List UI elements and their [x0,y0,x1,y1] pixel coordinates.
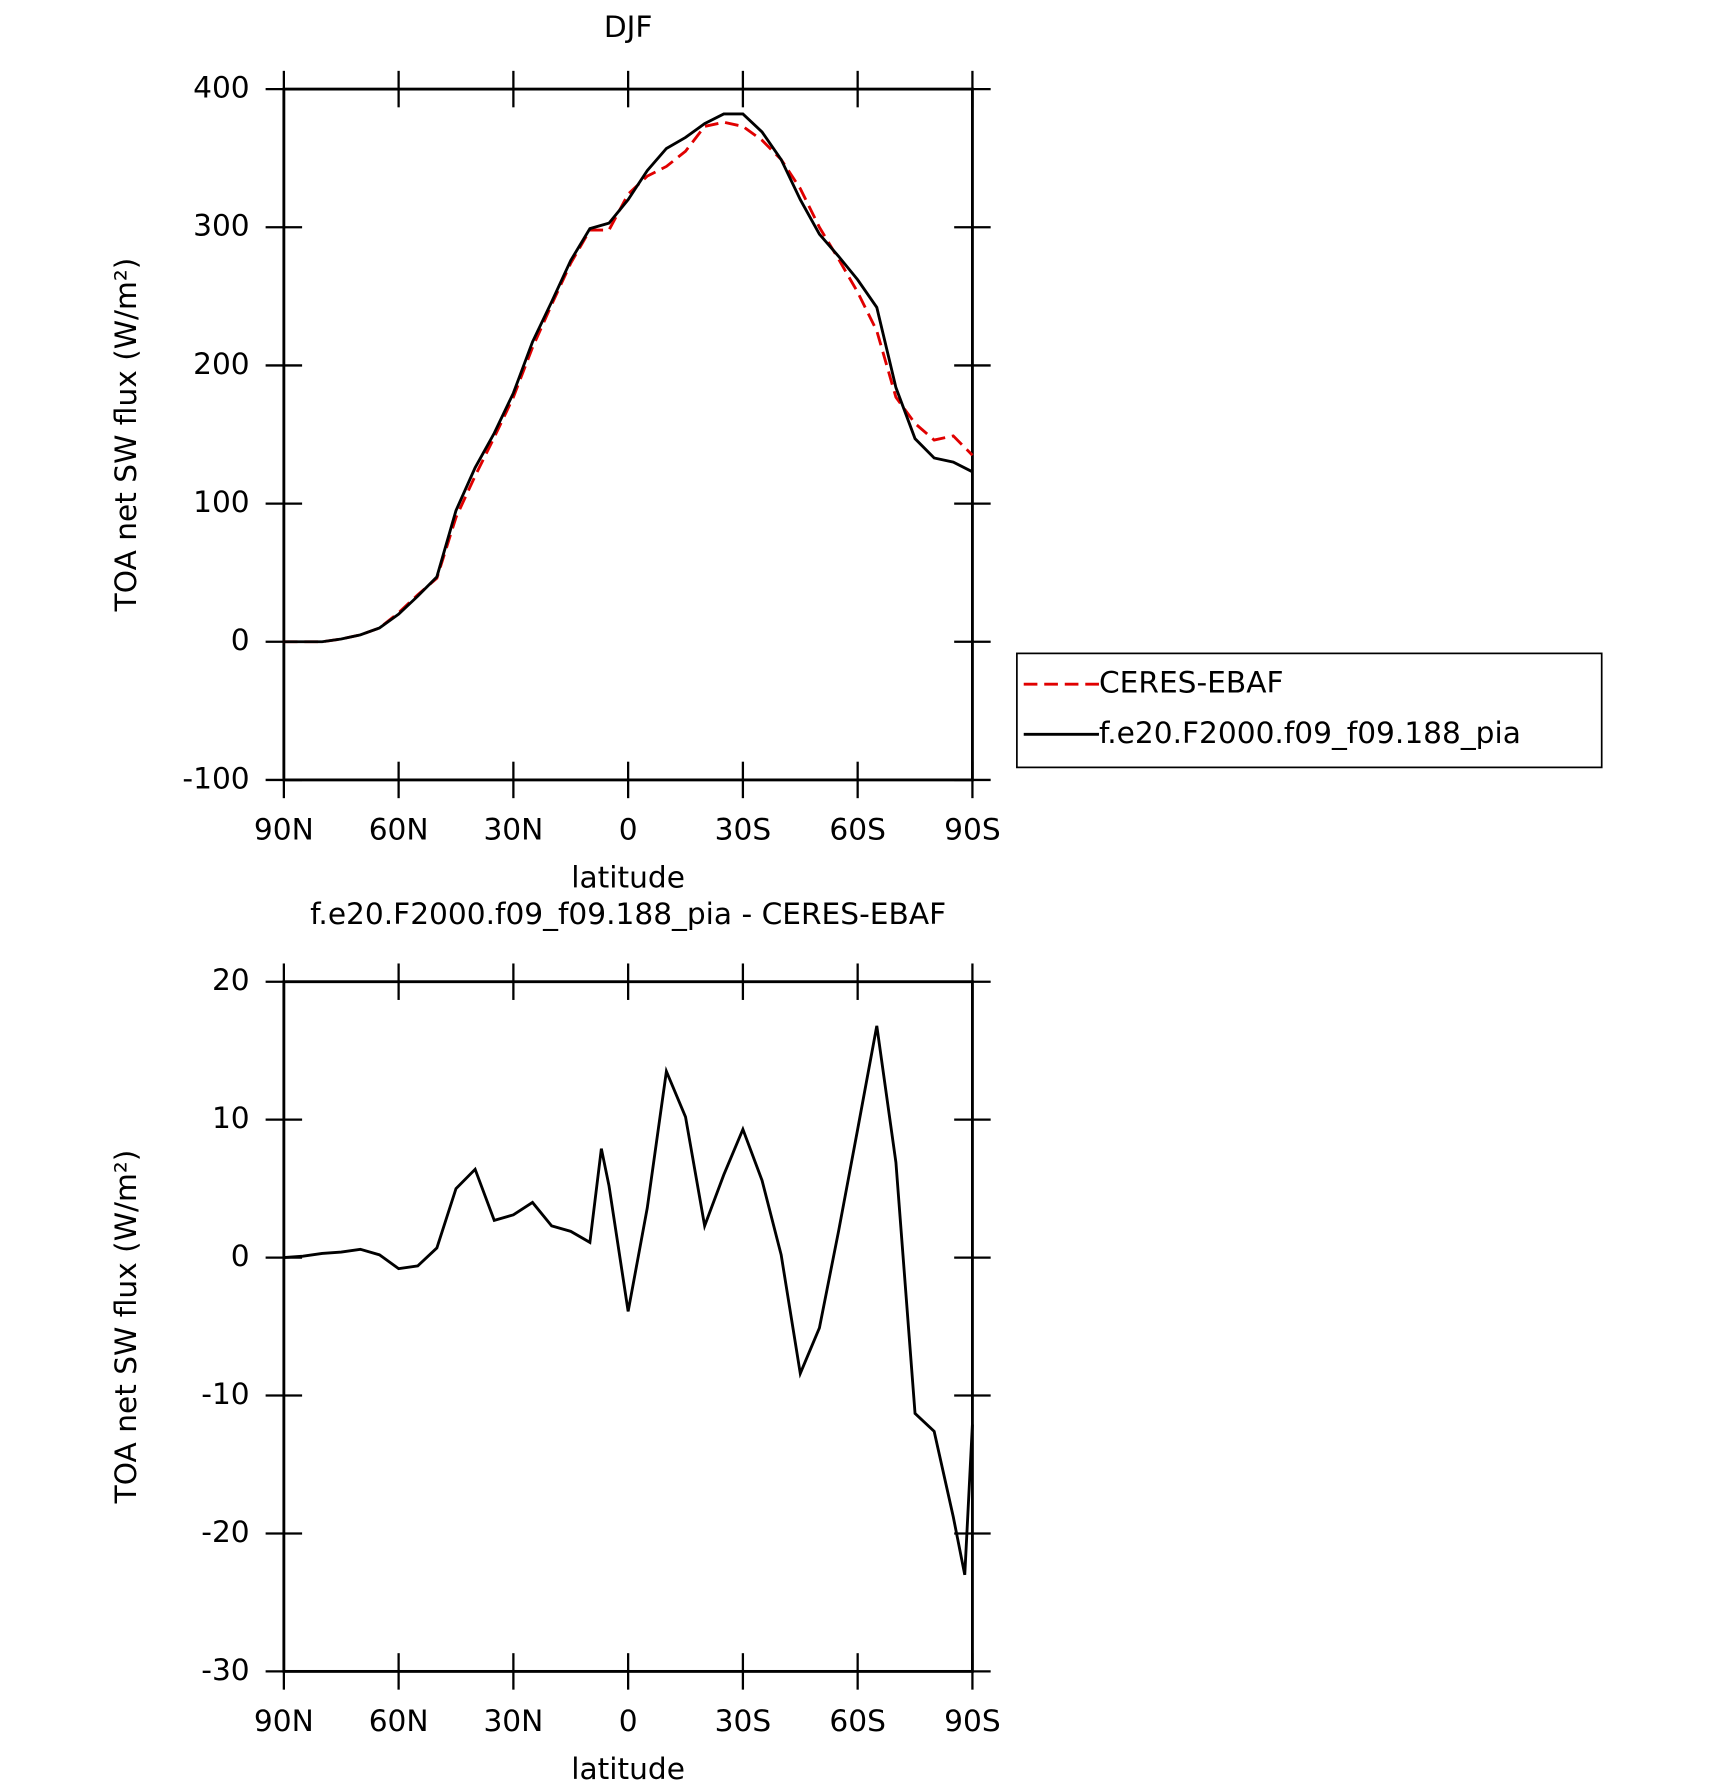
legend-label: f.e20.F2000.f09_f09.188_pia [1099,715,1521,750]
y-tick-label: -100 [182,760,249,795]
x-axis-label: latitude [571,1751,685,1786]
y-tick-label: 10 [212,1100,250,1135]
y-axis-label: TOA net SW flux (W/m²) [108,1150,143,1505]
y-tick-label: -20 [201,1514,249,1549]
x-tick-label: 60S [829,812,886,847]
legend-box [1016,652,1603,769]
y-tick-label: -30 [201,1652,249,1687]
x-tick-label: 30N [483,812,543,847]
y-axis-label: TOA net SW flux (W/m²) [108,258,143,613]
legend-label: CERES-EBAF [1099,665,1284,700]
x-tick-label: 60N [369,812,429,847]
chart-title: f.e20.F2000.f09_f09.188_pia - CERES-EBAF [310,896,946,931]
x-tick-label: 0 [619,1703,638,1738]
x-tick-label: 90S [944,1703,1001,1738]
chart-title: DJF [604,9,653,44]
plot-frame [282,87,974,782]
y-tick-label: -10 [201,1376,249,1411]
y-tick-label: 100 [193,484,250,519]
x-tick-label: 30S [715,1703,772,1738]
y-tick-label: 400 [193,70,250,105]
x-tick-label: 60S [829,1703,886,1738]
x-tick-label: 0 [619,812,638,847]
x-tick-label: 90S [944,812,1001,847]
x-tick-label: 90N [254,1703,314,1738]
y-tick-label: 300 [193,208,250,243]
data-line [283,112,974,644]
data-line [283,1025,974,1576]
y-tick-label: 20 [212,962,250,997]
x-tick-label: 60N [369,1703,429,1738]
y-tick-label: 200 [193,346,250,381]
y-tick-label: 0 [231,622,250,657]
x-tick-label: 30N [483,1703,543,1738]
x-tick-label: 90N [254,812,314,847]
plot-frame [282,980,974,1673]
x-axis-label: latitude [571,860,685,895]
y-tick-label: 0 [231,1238,250,1273]
x-tick-label: 30S [715,812,772,847]
